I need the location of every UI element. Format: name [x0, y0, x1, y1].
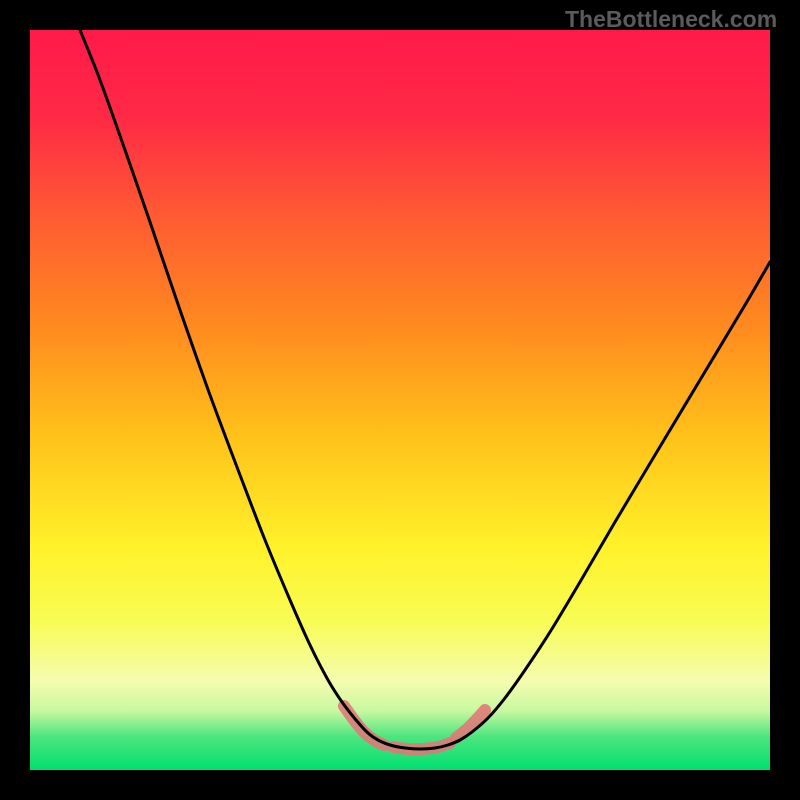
watermark-text: TheBottleneck.com: [565, 6, 777, 33]
gradient-background: [30, 30, 770, 770]
bottleneck-chart: [0, 0, 800, 800]
